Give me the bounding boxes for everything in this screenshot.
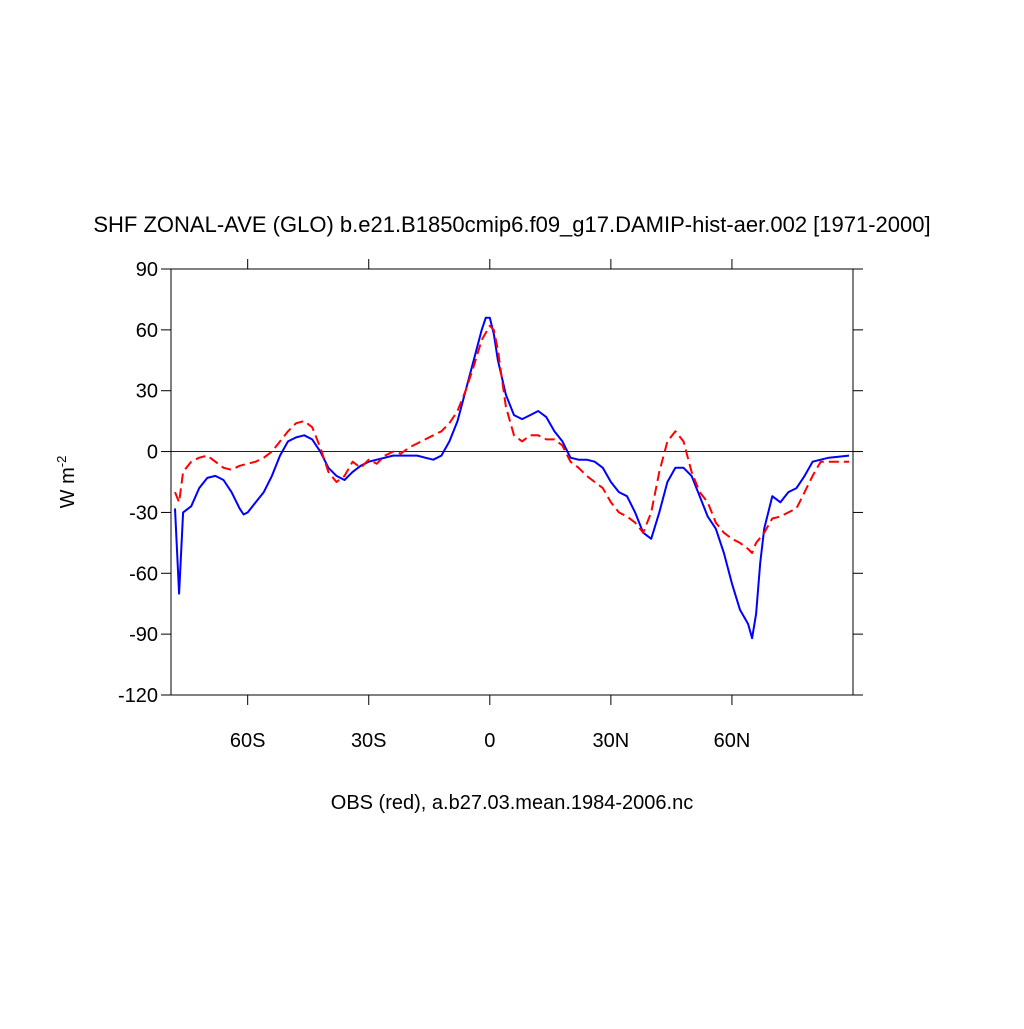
x-tick-label: 0 <box>484 730 495 752</box>
plot-frame <box>170 268 854 696</box>
y-tick-label: 60 <box>136 320 158 342</box>
y-axis-label-text: W m <box>57 467 79 508</box>
y-tick-label: -90 <box>129 624 158 646</box>
y-tick-label: -120 <box>118 685 158 707</box>
series-line <box>174 324 849 554</box>
chart-title: SHF ZONAL-AVE (GLO) b.e21.B1850cmip6.f09… <box>93 212 930 237</box>
x-axis-label: OBS (red), a.b27.03.mean.1984-2006.nc <box>331 792 693 814</box>
x-tick-label: 30N <box>593 730 630 752</box>
y-tick-label: 0 <box>147 442 158 464</box>
y-tick-label: -60 <box>129 563 158 585</box>
y-tick-label: -30 <box>129 502 158 524</box>
y-tick-label: 90 <box>136 259 158 281</box>
y-axis-label-sup: -2 <box>54 456 69 468</box>
series-line <box>174 316 850 640</box>
x-tick-label: 60S <box>230 730 266 752</box>
x-tick-label: 60N <box>714 730 751 752</box>
y-tick-label: 30 <box>136 381 158 403</box>
x-tick-label: 30S <box>351 730 387 752</box>
y-axis-label: W m-2 <box>54 456 79 509</box>
